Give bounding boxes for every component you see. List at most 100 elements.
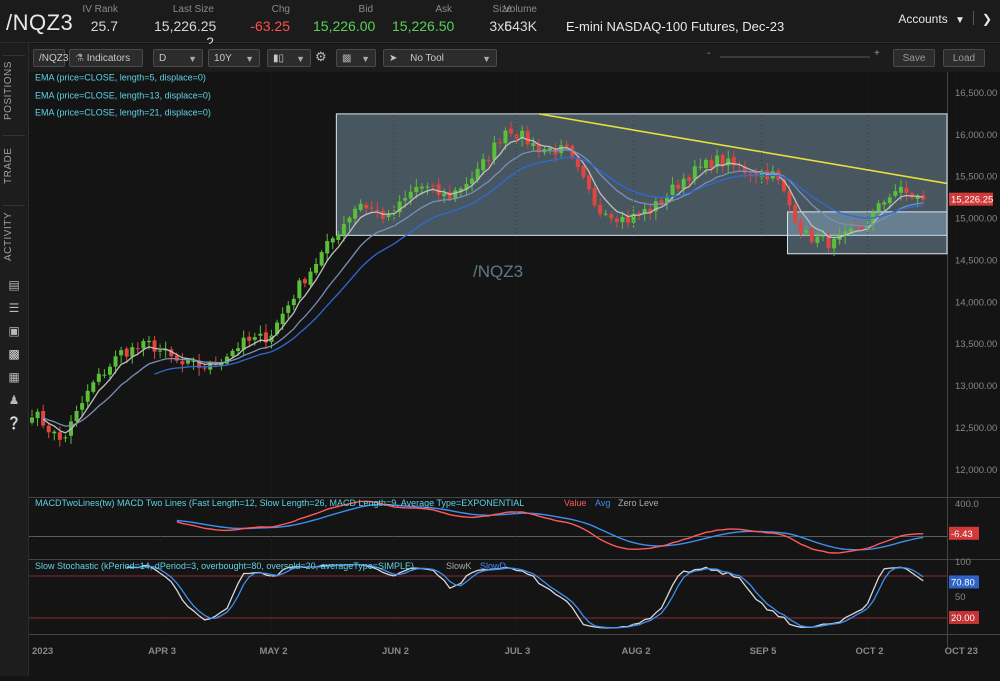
candle[interactable] [146,340,151,343]
candle[interactable] [436,184,441,196]
candle[interactable] [720,154,725,167]
candle[interactable] [252,337,257,340]
candle[interactable] [575,157,580,168]
candle[interactable] [85,390,90,402]
candle[interactable] [809,229,814,243]
candle[interactable] [152,340,157,352]
zoom-slider[interactable]: - + [707,48,882,60]
candle[interactable] [169,349,174,357]
candle[interactable] [581,165,586,178]
candle[interactable] [80,403,85,410]
candle[interactable] [915,195,920,200]
candle[interactable] [759,172,764,177]
candle[interactable] [787,191,792,206]
candle[interactable] [63,437,68,439]
candle[interactable] [598,204,603,214]
candle[interactable] [898,186,903,193]
candle[interactable] [113,356,118,367]
plus-icon[interactable]: + [874,48,880,59]
candle[interactable] [386,213,391,218]
candle[interactable] [664,196,669,203]
candle[interactable] [258,333,263,336]
candle[interactable] [46,425,51,433]
candle[interactable] [52,431,57,434]
candle[interactable] [302,279,307,284]
candle[interactable] [213,361,218,365]
candle[interactable] [631,213,636,223]
candle[interactable] [709,160,714,169]
candle[interactable] [642,209,647,214]
candle[interactable] [107,366,112,375]
candle[interactable] [297,280,302,299]
candle[interactable] [848,228,853,233]
tab-positions[interactable]: POSITIONS [3,55,25,126]
candle[interactable] [403,198,408,201]
candle[interactable] [180,361,185,365]
candle[interactable] [319,252,324,266]
chart-area[interactable]: /NQZ3 12,000.00 12,500.00 13,000.00 13,500.… [29,72,1000,676]
candle[interactable] [726,158,731,166]
candle[interactable] [369,207,374,209]
candle[interactable] [781,179,786,192]
candle[interactable] [135,348,140,350]
candle[interactable] [341,223,346,235]
candle[interactable] [687,177,692,181]
stochastic-study-label[interactable]: Slow Stochastic (kPeriod=14, dPeriod=3, … [35,561,414,571]
candle[interactable] [882,202,887,205]
candle[interactable] [742,166,747,173]
candle[interactable] [603,213,608,215]
candle[interactable] [158,350,163,352]
candle[interactable] [102,374,107,376]
candle[interactable] [336,234,341,240]
grid-icon[interactable]: ▦ [8,370,20,384]
briefcase-icon[interactable]: ▣ [8,324,20,338]
stochastic-panel[interactable] [29,562,947,632]
candle[interactable] [592,188,597,206]
candle[interactable] [174,355,179,361]
people-icon[interactable]: ♟ [8,393,20,407]
candle[interactable] [536,144,541,153]
candle[interactable] [185,360,190,364]
macd-panel[interactable] [29,500,947,557]
candle[interactable] [820,235,825,237]
candle[interactable] [826,235,831,248]
candle[interactable] [275,322,280,335]
candle[interactable] [470,178,475,184]
candle[interactable] [681,178,686,189]
candle[interactable] [419,186,424,189]
macd-avg-line[interactable] [176,503,924,551]
candle[interactable] [503,130,508,144]
candle[interactable] [353,208,358,219]
candle[interactable] [625,217,630,223]
chevron-right-icon[interactable]: ❯ [981,12,992,26]
candle[interactable] [308,271,313,285]
candle[interactable] [286,305,291,313]
candle[interactable] [358,203,363,210]
candle[interactable] [314,263,319,273]
list-icon[interactable]: ☰ [8,301,20,315]
candle[interactable] [486,159,491,161]
gear-icon[interactable]: ⚙ [315,49,327,64]
candle[interactable] [865,225,870,230]
candle[interactable] [453,190,458,200]
candle[interactable] [119,350,124,356]
candle[interactable] [492,142,497,160]
candle[interactable] [854,227,859,229]
stoch-slowd-line[interactable] [126,564,924,629]
candle[interactable] [525,131,530,145]
resistance-trendline[interactable] [538,113,948,185]
candle[interactable] [843,231,848,236]
ema-13-label[interactable]: EMA (price=CLOSE, length=13, displace=0) [35,91,211,101]
candle[interactable] [375,209,380,211]
candle[interactable] [202,367,207,369]
help-icon[interactable]: ❔ [6,416,22,430]
candle[interactable] [871,212,876,225]
ema-5-line[interactable] [42,136,924,434]
price-panel[interactable] [29,72,947,495]
candle[interactable] [380,211,385,219]
candle[interactable] [475,168,480,180]
aggregation-select[interactable]: D ▼ [153,49,203,67]
candle[interactable] [670,184,675,195]
candle[interactable] [559,145,564,154]
candle[interactable] [481,159,486,171]
